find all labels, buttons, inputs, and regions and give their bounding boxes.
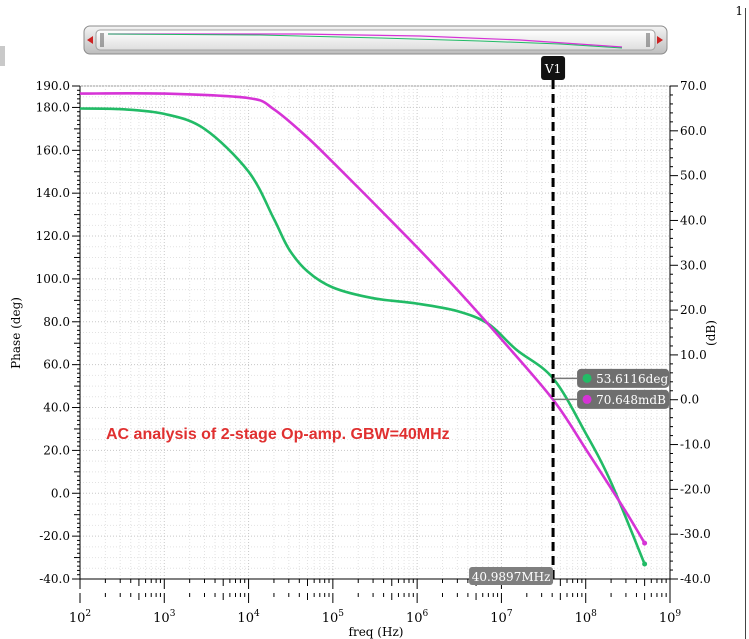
cursor-label-box[interactable] [541, 56, 566, 80]
scrollbar-thumb[interactable] [95, 29, 656, 51]
y-tick-label-right: 0.0 [680, 393, 699, 407]
y-tick-label-right: 50.0 [680, 169, 707, 183]
cursor-x-readout: 40.9897MHz [472, 570, 551, 584]
y-tick-label-right: 40.0 [680, 213, 707, 227]
y-tick-label-left: 180.0 [36, 100, 70, 114]
y-tick-label-left: 120.0 [36, 229, 70, 243]
side-tab[interactable] [0, 46, 5, 66]
x-axis: 102 103 104 105 106 107 108 109 [69, 578, 682, 626]
readout-magenta: 70.648mdB [553, 389, 670, 409]
scroll-right-arrow-icon[interactable] [657, 36, 663, 44]
readout-green: 53.6116deg [553, 368, 670, 388]
window-number: 1 [735, 4, 743, 18]
series-end-point-1 [642, 540, 648, 546]
y-tick-label-left: 80.0 [43, 315, 70, 329]
y-tick-label-left: 100.0 [36, 272, 70, 286]
x-tick-label: 102 [69, 609, 91, 626]
y-tick-label-right: 70.0 [680, 79, 707, 93]
y-tick-label-left: -40.0 [39, 572, 70, 586]
cursor-readouts: 53.6116deg 70.648mdB [553, 368, 670, 409]
y-tick-label-right: -20.0 [680, 482, 711, 496]
grid [79, 85, 670, 580]
y-tick-label-right: 30.0 [680, 258, 707, 272]
y-tick-label-right: -40.0 [680, 572, 711, 586]
series-end-point-0 [642, 561, 648, 567]
y-tick-label-right: -10.0 [680, 438, 711, 452]
y-tick-label-right: 60.0 [680, 124, 707, 138]
readout-green-text: 53.6116deg [596, 372, 668, 386]
series-line-1 [79, 91, 646, 544]
y-axis-right: 70.0 60.0 50.0 40.0 30.0 20.0 10.0 0.0 -10.0 -20.… [669, 79, 711, 586]
x-tick-label: 104 [237, 609, 260, 626]
window-border [745, 8, 746, 639]
y-tick-label-left: 0.0 [51, 486, 70, 500]
y-tick-label-left: 190.0 [36, 79, 70, 93]
x-tick-label: 105 [322, 609, 345, 626]
y-tick-label-left: 140.0 [36, 186, 70, 200]
series-line-0 [79, 107, 646, 565]
x-tick-label: 103 [153, 609, 176, 626]
cursor-x-readout-box [469, 567, 554, 585]
y-axis-right-title: (dB) [704, 320, 718, 346]
y-axis-left: 190.0 180.0 160.0 140.0 120.0 100.0 80.0 60.0 40… [36, 79, 81, 586]
cursor-label: V1 [544, 62, 561, 76]
y-tick-label-right: -30.0 [680, 527, 711, 541]
series-layer [79, 91, 648, 567]
y-tick-label-left: 160.0 [36, 143, 70, 157]
y-tick-label-left: -20.0 [39, 529, 70, 543]
y-tick-label-left: 20.0 [43, 443, 70, 457]
y-tick-label-right: 10.0 [680, 348, 707, 362]
x-axis-title: freq (Hz) [349, 625, 404, 639]
readout-magenta-text: 70.648mdB [596, 393, 666, 407]
scroll-left-arrow-icon[interactable] [87, 36, 93, 44]
y-tick-label-left: 40.0 [43, 401, 70, 415]
y-tick-label-left: 60.0 [43, 358, 70, 372]
x-tick-label: 107 [490, 609, 513, 626]
overview-trace-magenta [108, 33, 623, 48]
cursor-v1[interactable]: V1 40.9897MHz [469, 56, 566, 585]
overview-trace-green [107, 33, 623, 49]
overview-scrollbar[interactable] [83, 25, 668, 55]
x-tick-label: 108 [575, 609, 598, 626]
chart-annotation: AC analysis of 2-stage Op-amp. GBW=40MHz [106, 426, 450, 443]
x-tick-label: 109 [659, 609, 682, 626]
y-tick-label-right: 20.0 [680, 303, 707, 317]
y-axis-left-title: Phase (deg) [9, 297, 23, 369]
x-tick-label: 106 [406, 609, 429, 626]
